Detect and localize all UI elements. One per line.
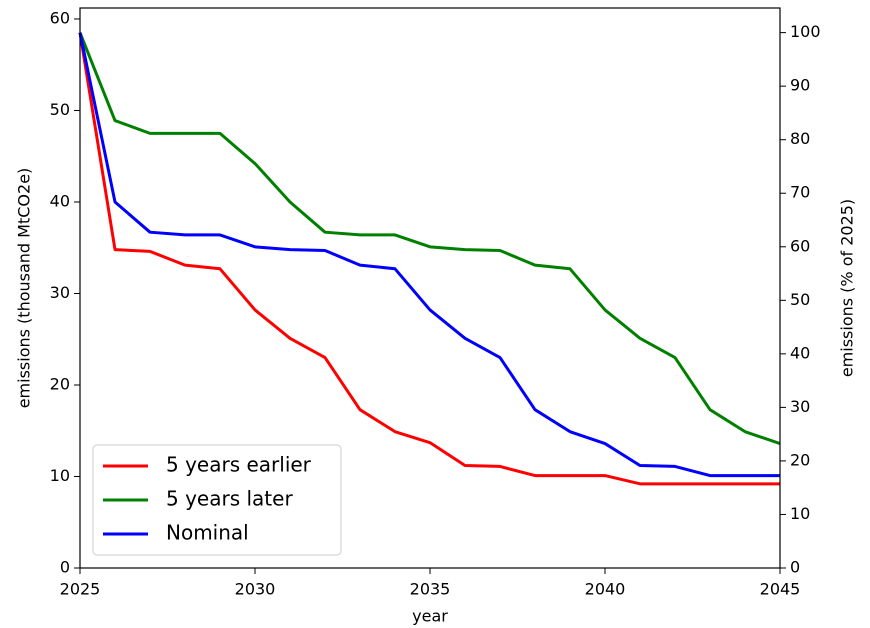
y2-axis-label: emissions (% of 2025) — [838, 199, 857, 377]
series-line — [78, 32, 781, 445]
y-tick-label: 50 — [50, 100, 70, 119]
legend-label: 5 years earlier — [166, 453, 312, 477]
y2-tick-label: 100 — [790, 22, 821, 41]
y-tick-label: 40 — [50, 191, 70, 210]
y2-tick-label: 50 — [790, 290, 810, 309]
y2-tick-label: 30 — [790, 397, 810, 416]
y-tick-label: 20 — [50, 374, 70, 393]
y-axis-label: emissions (thousand MtCO2e) — [15, 168, 34, 409]
series-line — [78, 32, 780, 478]
y2-tick-label: 90 — [790, 76, 810, 95]
y2-tick-label: 60 — [790, 236, 810, 255]
x-tick-label: 2040 — [585, 580, 626, 599]
y-tick-label: 10 — [50, 466, 70, 485]
y2-tick-label: 40 — [790, 343, 810, 362]
legend-label: Nominal — [166, 521, 249, 545]
y2-tick-label: 0 — [790, 558, 800, 577]
y2-tick-label: 80 — [790, 129, 810, 148]
y2-tick-label: 20 — [790, 450, 810, 469]
y-tick-label: 0 — [60, 558, 70, 577]
y-tick-label: 60 — [50, 8, 70, 27]
series-line — [78, 32, 780, 486]
x-tick-label: 2035 — [410, 580, 451, 599]
x-tick-label: 2045 — [760, 580, 801, 599]
x-axis-label: year — [412, 607, 448, 626]
y2-tick-label: 10 — [790, 504, 810, 523]
legend-box — [92, 444, 342, 556]
plot-frame — [79, 7, 781, 569]
x-tick-label: 2025 — [60, 580, 101, 599]
y-tick-label: 30 — [50, 283, 70, 302]
x-tick-label: 2030 — [235, 580, 276, 599]
legend-label: 5 years later — [166, 487, 293, 511]
y2-tick-label: 70 — [790, 183, 810, 202]
